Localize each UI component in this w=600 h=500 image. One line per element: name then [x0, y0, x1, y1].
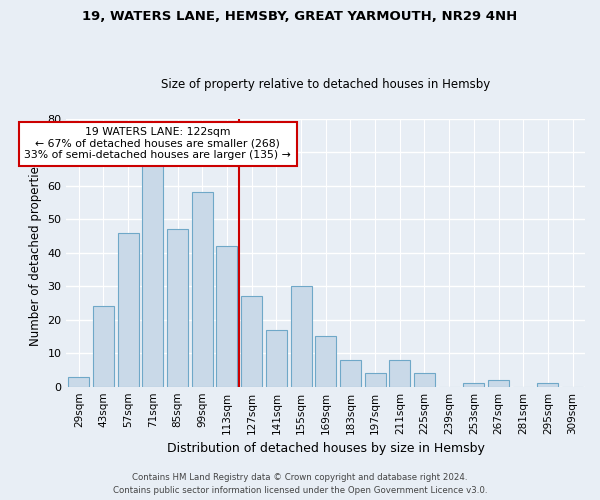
Bar: [241, 296, 262, 386]
Bar: [389, 360, 410, 386]
Bar: [142, 159, 163, 386]
Bar: [463, 384, 484, 386]
Bar: [93, 306, 114, 386]
Text: 19 WATERS LANE: 122sqm
← 67% of detached houses are smaller (268)
33% of semi-de: 19 WATERS LANE: 122sqm ← 67% of detached…: [25, 127, 291, 160]
X-axis label: Distribution of detached houses by size in Hemsby: Distribution of detached houses by size …: [167, 442, 485, 455]
Bar: [217, 246, 238, 386]
Text: 19, WATERS LANE, HEMSBY, GREAT YARMOUTH, NR29 4NH: 19, WATERS LANE, HEMSBY, GREAT YARMOUTH,…: [82, 10, 518, 23]
Bar: [340, 360, 361, 386]
Bar: [538, 384, 559, 386]
Title: Size of property relative to detached houses in Hemsby: Size of property relative to detached ho…: [161, 78, 490, 91]
Bar: [68, 376, 89, 386]
Y-axis label: Number of detached properties: Number of detached properties: [29, 160, 42, 346]
Bar: [167, 229, 188, 386]
Bar: [266, 330, 287, 386]
Text: Contains HM Land Registry data © Crown copyright and database right 2024.
Contai: Contains HM Land Registry data © Crown c…: [113, 474, 487, 495]
Bar: [315, 336, 336, 386]
Bar: [414, 374, 435, 386]
Bar: [192, 192, 213, 386]
Bar: [290, 286, 311, 386]
Bar: [365, 374, 386, 386]
Bar: [488, 380, 509, 386]
Bar: [118, 232, 139, 386]
